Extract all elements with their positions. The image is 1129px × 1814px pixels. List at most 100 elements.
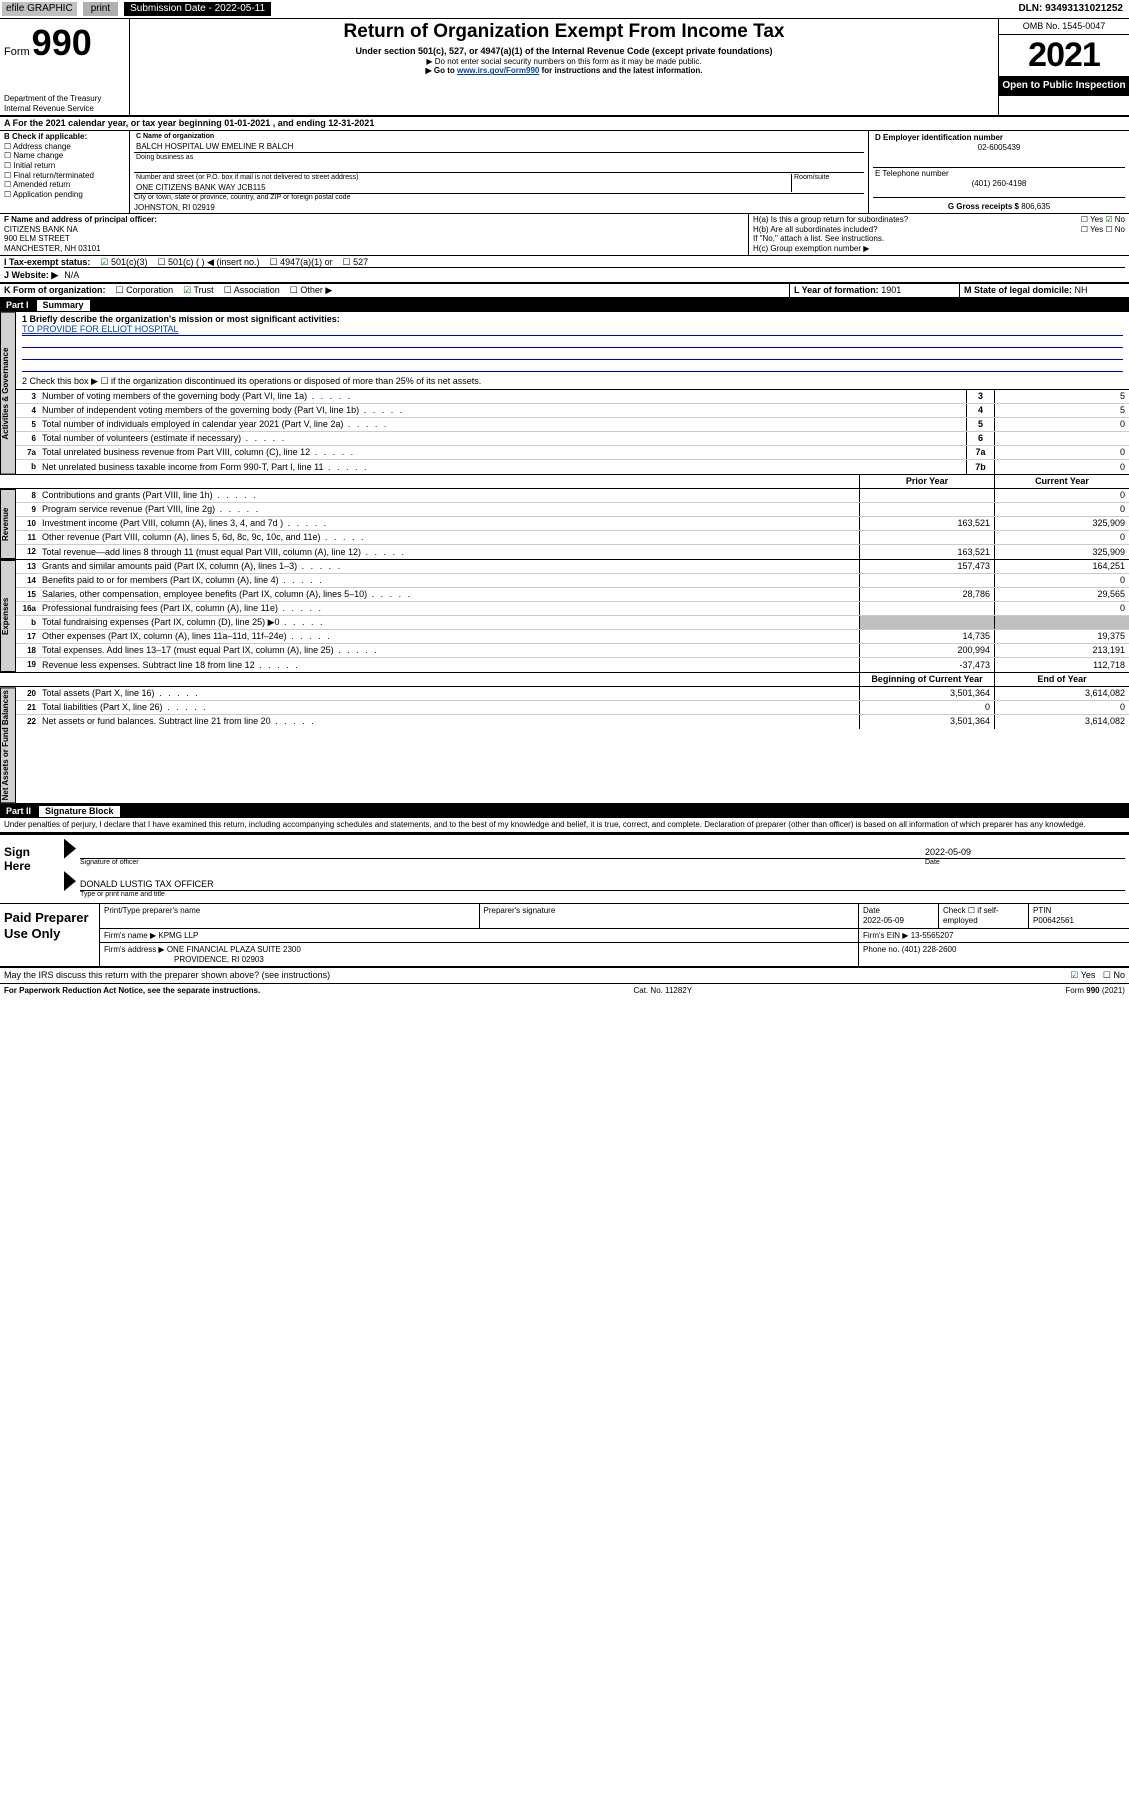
cb-assoc[interactable]: Association — [224, 285, 280, 296]
block-bcdeg: B Check if applicable: Address change Na… — [0, 131, 1129, 214]
part2-bar: Part II Signature Block — [0, 805, 1129, 818]
form-header: Form 990 Department of the Treasury Inte… — [0, 19, 1129, 117]
section-activities: Activities & Governance 1 Briefly descri… — [0, 312, 1129, 476]
line-7a: 7aTotal unrelated business revenue from … — [16, 446, 1129, 460]
hb-no[interactable]: No — [1105, 225, 1125, 234]
col-prior: Prior Year — [859, 475, 994, 488]
box-c: C Name of organization BALCH HOSPITAL UW… — [130, 131, 869, 213]
cb-corp[interactable]: Corporation — [116, 285, 174, 296]
line-5: 5Total number of individuals employed in… — [16, 418, 1129, 432]
line-b: bNet unrelated business taxable income f… — [16, 460, 1129, 474]
box-b: B Check if applicable: Address change Na… — [0, 131, 130, 213]
state-domicile: NH — [1075, 285, 1088, 295]
city-state-zip: JOHNSTON, RI 02919 — [134, 203, 864, 213]
sign-block: Sign Here 2022-05-09 Signature of office… — [0, 833, 1129, 904]
cb-501c[interactable]: 501(c) ( ) ◀ (insert no.) — [157, 257, 259, 268]
tab-expenses: Expenses — [0, 560, 16, 672]
paid-preparer-block: Paid Preparer Use Only Print/Type prepar… — [0, 903, 1129, 968]
line-13: 13Grants and similar amounts paid (Part … — [16, 560, 1129, 574]
ptin: P00642561 — [1033, 916, 1125, 926]
cb-address-change[interactable]: Address change — [4, 142, 125, 152]
org-name: BALCH HOSPITAL UW EMELINE R BALCH — [136, 142, 862, 152]
cb-other[interactable]: Other ▶ — [290, 285, 333, 296]
line-18: 18Total expenses. Add lines 13–17 (must … — [16, 644, 1129, 658]
efile-button[interactable]: efile GRAPHIC — [2, 2, 77, 16]
ha-yes[interactable]: Yes — [1081, 215, 1103, 224]
tab-activities: Activities & Governance — [0, 312, 16, 475]
cb-app-pending[interactable]: Application pending — [4, 190, 125, 200]
box-h: H(a) Is this a group return for subordin… — [749, 214, 1129, 254]
arrow-icon — [64, 871, 76, 891]
box-f: F Name and address of principal officer:… — [0, 214, 749, 254]
line-17: 17Other expenses (Part IX, column (A), l… — [16, 630, 1129, 644]
line-6: 6Total number of volunteers (estimate if… — [16, 432, 1129, 446]
paid-label: Paid Preparer Use Only — [0, 904, 100, 966]
cb-501c3[interactable]: 501(c)(3) — [100, 257, 147, 268]
line-15: 15Salaries, other compensation, employee… — [16, 588, 1129, 602]
may-irs-discuss: May the IRS discuss this return with the… — [4, 970, 1070, 981]
col-beg: Beginning of Current Year — [859, 673, 994, 686]
cb-amended[interactable]: Amended return — [4, 180, 125, 190]
line-a: A For the 2021 calendar year, or tax yea… — [0, 117, 1129, 131]
form-title: Return of Organization Exempt From Incom… — [136, 21, 992, 44]
submission-date: Submission Date - 2022-05-11 — [124, 2, 271, 16]
section-expenses: Expenses 13Grants and similar amounts pa… — [0, 560, 1129, 673]
open-public: Open to Public Inspection — [999, 76, 1129, 96]
box-deg: D Employer identification number 02-6005… — [869, 131, 1129, 213]
header-left: Form 990 Department of the Treasury Inte… — [0, 19, 130, 115]
phone: (401) 260-4198 — [875, 179, 1123, 189]
line-2: 2 Check this box ▶ ☐ if the organization… — [16, 374, 1129, 389]
line-3: 3Number of voting members of the governi… — [16, 390, 1129, 404]
firm-ein: 13-5565207 — [911, 931, 954, 940]
ha-no[interactable]: No — [1105, 215, 1125, 224]
line-22: 22Net assets or fund balances. Subtract … — [16, 715, 1129, 729]
form-number: Form 990 — [4, 21, 125, 64]
top-toolbar: efile GRAPHIC print Submission Date - 20… — [0, 0, 1129, 19]
penalties-text: Under penalties of perjury, I declare th… — [0, 818, 1129, 833]
gross-receipts: 806,635 — [1021, 202, 1050, 211]
cb-trust[interactable]: Trust — [183, 285, 214, 296]
cb-4947[interactable]: 4947(a)(1) or — [269, 257, 332, 268]
cb-initial[interactable]: Initial return — [4, 161, 125, 171]
note-link: ▶ Go to www.irs.gov/Form990 for instruct… — [136, 66, 992, 76]
cb-final[interactable]: Final return/terminated — [4, 171, 125, 181]
line-20: 20Total assets (Part X, line 16)3,501,36… — [16, 687, 1129, 701]
irs-link[interactable]: www.irs.gov/Form990 — [457, 66, 539, 75]
section-revenue: Revenue 8Contributions and grants (Part … — [0, 489, 1129, 560]
dln: DLN: 93493131021252 — [1018, 3, 1127, 15]
street-address: ONE CITIZENS BANK WAY JCB115 — [136, 183, 789, 193]
cb-name-change[interactable]: Name change — [4, 151, 125, 161]
line-11: 11Other revenue (Part VIII, column (A), … — [16, 531, 1129, 545]
officer-name: DONALD LUSTIG TAX OFFICER — [80, 871, 1125, 891]
tab-net: Net Assets or Fund Balances — [0, 687, 16, 803]
print-button[interactable]: print — [83, 2, 118, 16]
firm-addr2: PROVIDENCE, RI 02903 — [104, 955, 854, 965]
line-10: 10Investment income (Part VIII, column (… — [16, 517, 1129, 531]
omb-number: OMB No. 1545-0047 — [999, 19, 1129, 35]
firm-addr1: ONE FINANCIAL PLAZA SUITE 2300 — [167, 945, 301, 954]
arrow-icon — [64, 839, 76, 859]
firm-phone: (401) 228-2600 — [902, 945, 957, 954]
box-klm: K Form of organization: Corporation Trus… — [0, 284, 1129, 299]
year-formation: 1901 — [881, 285, 901, 295]
form-subtitle: Under section 501(c), 527, or 4947(a)(1)… — [136, 46, 992, 57]
may-no[interactable]: No — [1103, 970, 1125, 980]
tax-year: 2021 — [999, 35, 1129, 76]
line-4: 4Number of independent voting members of… — [16, 404, 1129, 418]
mission-text: TO PROVIDE FOR ELLIOT HOSPITAL — [22, 324, 1123, 336]
block-fh: F Name and address of principal officer:… — [0, 214, 1129, 255]
website: N/A — [64, 270, 79, 281]
line-21: 21Total liabilities (Part X, line 26)00 — [16, 701, 1129, 715]
cb-527[interactable]: 527 — [343, 257, 369, 268]
may-yes[interactable]: Yes — [1070, 970, 1095, 980]
hb-yes[interactable]: Yes — [1081, 225, 1103, 234]
col-end: End of Year — [994, 673, 1129, 686]
tab-revenue: Revenue — [0, 489, 16, 559]
page-footer: For Paperwork Reduction Act Notice, see … — [0, 984, 1129, 998]
line-9: 9Program service revenue (Part VIII, lin… — [16, 503, 1129, 517]
line-19: 19Revenue less expenses. Subtract line 1… — [16, 658, 1129, 672]
sign-date: 2022-05-09 — [925, 847, 1125, 858]
part1-bar: Part I Summary — [0, 299, 1129, 312]
box-i-j: I Tax-exempt status: 501(c)(3) 501(c) ( … — [0, 256, 1129, 285]
sign-here-label: Sign Here — [0, 835, 60, 904]
